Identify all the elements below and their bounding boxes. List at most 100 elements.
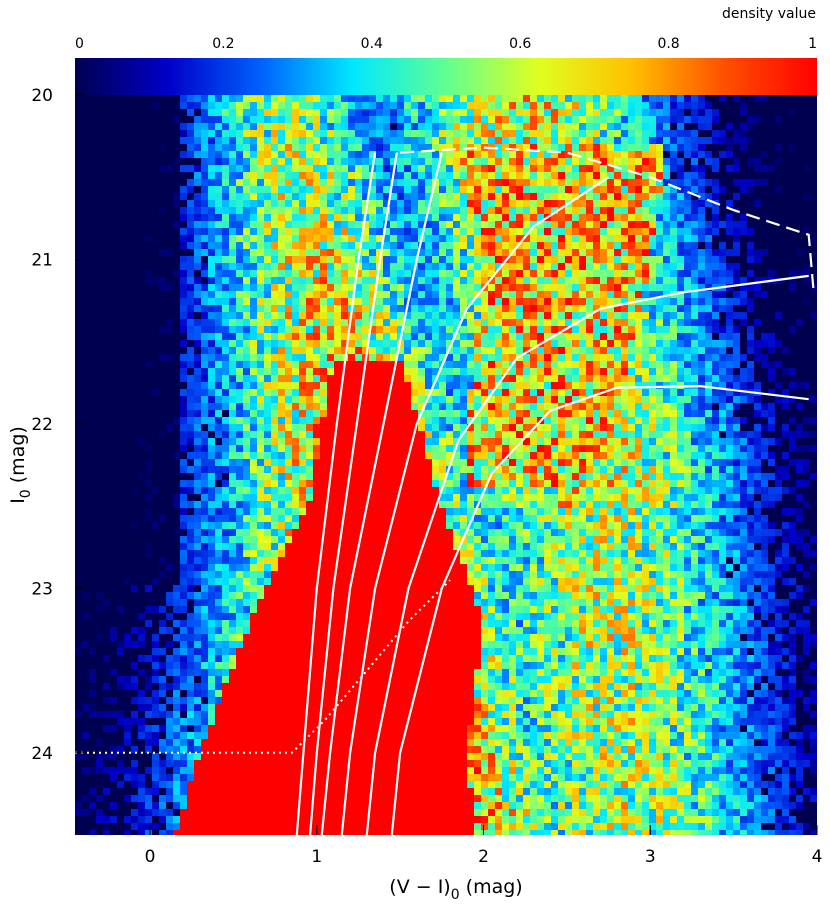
density-cell: [341, 102, 348, 109]
density-cell: [159, 326, 166, 333]
density-cell: [656, 438, 663, 445]
density-cell: [481, 130, 488, 137]
density-cell: [698, 473, 705, 480]
density-cell: [635, 375, 642, 382]
density-cell: [257, 249, 264, 256]
density-cell: [264, 417, 271, 424]
density-cell: [488, 200, 495, 207]
density-cell: [278, 403, 285, 410]
density-cell: [313, 326, 320, 333]
density-cell: [208, 221, 215, 228]
density-cell: [236, 396, 243, 403]
density-cell: [446, 144, 453, 151]
density-cell: [579, 452, 586, 459]
density-cell: [292, 179, 299, 186]
density-cell: [229, 333, 236, 340]
density-cell: [509, 459, 516, 466]
density-cell: [684, 466, 691, 473]
density-cell: [544, 235, 551, 242]
density-cell: [740, 375, 747, 382]
density-cell: [404, 312, 411, 319]
density-cell: [663, 207, 670, 214]
density-cell: [390, 130, 397, 137]
density-cell: [670, 151, 677, 158]
density-cell: [390, 256, 397, 263]
density-cell: [551, 396, 558, 403]
density-cell: [565, 102, 572, 109]
density-cell: [306, 130, 313, 137]
density-cell: [621, 193, 628, 200]
density-cell: [425, 214, 432, 221]
density-cell: [348, 438, 355, 445]
density-cell: [572, 130, 579, 137]
density-cell: [313, 375, 320, 382]
density-cell: [460, 354, 467, 361]
density-cell: [348, 333, 355, 340]
density-cell: [698, 417, 705, 424]
density-cell: [460, 172, 467, 179]
density-cell: [425, 445, 432, 452]
density-cell: [481, 291, 488, 298]
density-cell: [628, 228, 635, 235]
density-cell: [425, 424, 432, 431]
density-cell: [285, 242, 292, 249]
density-cell: [453, 375, 460, 382]
density-cell: [467, 109, 474, 116]
density-cell: [425, 375, 432, 382]
density-cell: [432, 515, 439, 522]
density-cell: [362, 431, 369, 438]
density-cell: [439, 214, 446, 221]
density-cell: [376, 508, 383, 515]
density-cell: [649, 326, 656, 333]
density-cell: [558, 459, 565, 466]
density-cell: [446, 249, 453, 256]
density-cell: [523, 130, 530, 137]
density-cell: [299, 445, 306, 452]
density-cell: [600, 102, 607, 109]
density-cell: [460, 445, 467, 452]
density-cell: [453, 298, 460, 305]
density-cell: [278, 256, 285, 263]
density-cell: [453, 291, 460, 298]
density-cell: [481, 123, 488, 130]
density-cell: [243, 172, 250, 179]
density-cell: [215, 158, 222, 165]
density-cell: [607, 256, 614, 263]
density-cell: [551, 137, 558, 144]
density-cell: [404, 123, 411, 130]
density-cell: [250, 221, 257, 228]
density-cell: [509, 305, 516, 312]
density-cell: [537, 494, 544, 501]
density-cell: [614, 452, 621, 459]
density-cell: [712, 494, 719, 501]
density-cell: [187, 263, 194, 270]
density-cell: [628, 368, 635, 375]
density-cell: [271, 123, 278, 130]
density-cell: [712, 508, 719, 515]
density-cell: [558, 193, 565, 200]
density-cell: [516, 130, 523, 137]
density-cell: [327, 403, 334, 410]
density-cell: [306, 214, 313, 221]
density-cell: [299, 221, 306, 228]
density-cell: [509, 242, 516, 249]
density-cell: [691, 263, 698, 270]
density-cell: [509, 102, 516, 109]
density-cell: [229, 459, 236, 466]
density-cell: [236, 200, 243, 207]
density-cell: [488, 102, 495, 109]
density-cell: [341, 480, 348, 487]
density-cell: [495, 263, 502, 270]
density-cell: [698, 123, 705, 130]
density-cell: [313, 501, 320, 508]
density-cell: [530, 193, 537, 200]
density-cell: [747, 361, 754, 368]
density-cell: [586, 221, 593, 228]
density-cell: [684, 438, 691, 445]
density-cell: [593, 249, 600, 256]
density-cell: [523, 417, 530, 424]
density-cell: [439, 431, 446, 438]
density-cell: [369, 242, 376, 249]
density-cell: [390, 193, 397, 200]
density-cell: [530, 291, 537, 298]
